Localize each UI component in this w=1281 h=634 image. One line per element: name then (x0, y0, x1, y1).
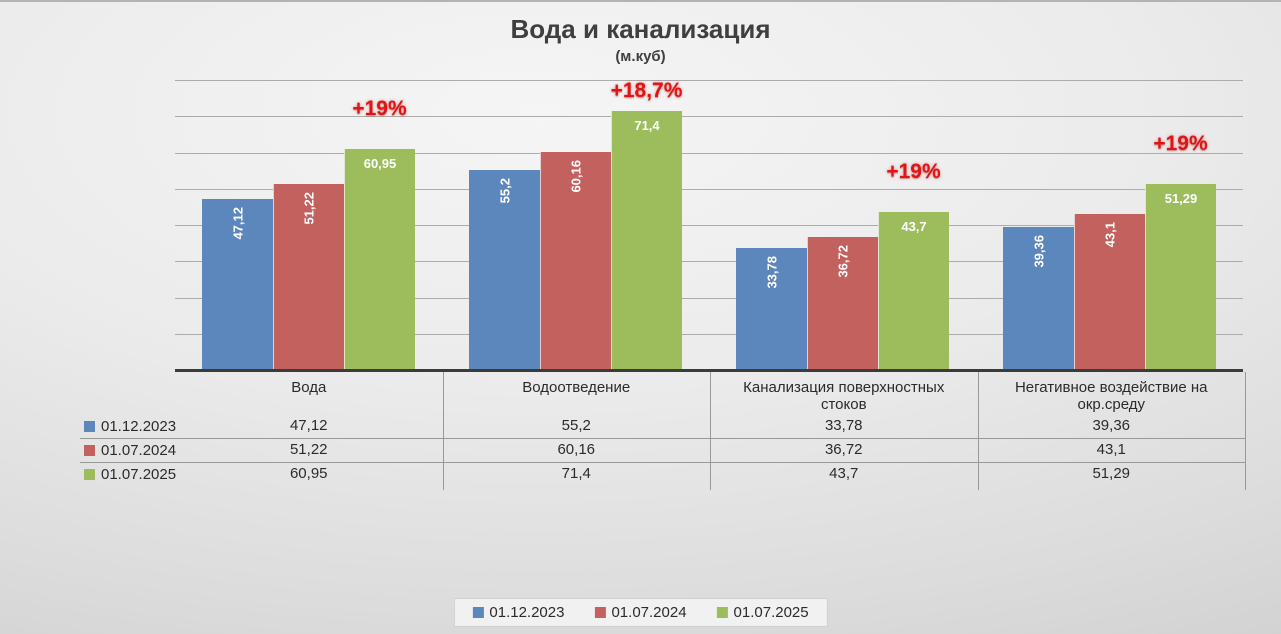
table-header-cell-1: Водоотведение (443, 372, 711, 414)
table-column-separator-1 (443, 372, 444, 490)
table-header-text: Негативное воздействие на окр.среду (1014, 379, 1208, 413)
bar-01.07.2024-c0: 51,22 (273, 184, 344, 370)
table-value-cell-r0-c2: 33,78 (824, 417, 863, 434)
table-value-cell-r2-c0: 60,95 (289, 465, 328, 482)
bar-value-label: 51,29 (1164, 191, 1198, 207)
gridline-30 (175, 261, 1243, 263)
bar-01.07.2024-c1: 60,16 (540, 151, 611, 370)
gridline-20 (175, 297, 1243, 299)
bar-01.07.2024-c3: 43,1 (1074, 213, 1145, 370)
gridline-60 (175, 152, 1243, 154)
legend: 01.12.2023 01.07.2024 01.07.2025 (453, 598, 828, 627)
bar-01.07.2025-c1: 71,4 (611, 111, 682, 370)
table-row-label-1: 01.07.2024 (84, 438, 176, 462)
slide-top-edge (0, 0, 1281, 2)
table-header-text: Канализация поверхностных стоков (743, 379, 945, 413)
legend-label: 01.07.2025 (733, 604, 809, 621)
series-name-label: 01.07.2025 (101, 465, 177, 483)
chart-title: Вода и канализация (510, 14, 771, 44)
series-swatch-2 (84, 468, 95, 480)
bar-value-label: 33,78 (764, 255, 779, 289)
bar-value-label: 60,16 (568, 159, 584, 193)
growth-annotation-c2: +19% (886, 159, 941, 183)
series-swatch-1 (84, 444, 95, 456)
bar-01.12.2023-c1: 55,2 (469, 169, 540, 370)
bar-01.07.2024-c2: 36,72 (807, 236, 878, 370)
series-name-label: 01.07.2024 (101, 441, 177, 459)
legend-label: 01.12.2023 (489, 604, 565, 621)
gridline-10 (175, 333, 1243, 335)
legend-swatch-1 (594, 607, 606, 618)
table-column-separator-3 (978, 372, 979, 490)
bar-01.12.2023-c2: 33,78 (736, 247, 807, 370)
bar-value-label: 55,2 (497, 177, 512, 204)
series-swatch-0 (84, 420, 95, 432)
bar-value-label: 51,22 (301, 192, 317, 225)
plot-area: 47,12 51,22 60,95 55,2 60,16 71,4 33,78 36,72 43… (175, 79, 1243, 372)
bar-01.07.2025-c0: 60,95 (344, 149, 415, 370)
table-value-cell-r2-c2: 43,7 (829, 465, 859, 482)
table-value-cell-r1-c3: 43,1 (1096, 441, 1126, 458)
gridline-50 (175, 188, 1243, 190)
growth-annotation-c1: +18,7% (610, 79, 683, 103)
bar-value-label: 71,4 (634, 118, 660, 134)
table-row-label-2: 01.07.2025 (84, 462, 176, 486)
x-axis-baseline (175, 369, 1243, 372)
table-row-separator-2 (80, 462, 1245, 463)
legend-label: 01.07.2024 (611, 604, 687, 621)
legend-item-01.12.2023: 01.12.2023 (472, 604, 564, 621)
table-value-cell-r1-c2: 36,72 (824, 441, 863, 458)
bar-value-label: 39,36 (1031, 235, 1046, 268)
table-header-cell-2: Канализация поверхностных стоков (710, 372, 978, 414)
chart-subtitle: (м.куб) (615, 48, 666, 65)
table-header-text: Вода (291, 379, 327, 396)
gridline-70 (175, 116, 1243, 118)
table-header-cell-3: Негативное воздействие на окр.среду (978, 372, 1246, 414)
table-header-cell-0: Вода (175, 372, 443, 414)
bar-value-label: 60,95 (363, 156, 397, 172)
growth-annotation-c3: +19% (1153, 132, 1208, 156)
legend-item-01.07.2024: 01.07.2024 (594, 604, 687, 621)
table-value-cell-r1-c1: 60,16 (557, 441, 596, 458)
bar-01.07.2025-c3: 51,29 (1145, 184, 1216, 370)
legend-swatch-0 (472, 607, 484, 618)
table-value-cell-r0-c0: 47,12 (289, 417, 328, 434)
table-value-cell-r0-c1: 55,2 (561, 417, 591, 434)
series-name-label: 01.12.2023 (101, 417, 177, 435)
bar-value-label: 43,7 (901, 218, 927, 234)
gridline-80 (175, 80, 1243, 81)
bar-01.12.2023-c0: 47,12 (202, 199, 273, 370)
table-value-cell-r2-c3: 51,29 (1092, 465, 1131, 482)
table-column-separator-4 (1245, 372, 1246, 490)
bar-value-label: 36,72 (835, 244, 851, 278)
table-header-text: Водоотведение (522, 379, 631, 396)
legend-item-01.07.2025: 01.07.2025 (716, 604, 809, 621)
table-column-separator-2 (710, 372, 711, 490)
table-row-separator-1 (80, 438, 1245, 439)
bar-value-label: 43,1 (1102, 221, 1118, 248)
bar-01.12.2023-c3: 39,36 (1003, 227, 1074, 370)
bar-01.07.2025-c2: 43,7 (878, 211, 949, 370)
table-value-cell-r1-c0: 51,22 (289, 441, 328, 458)
legend-swatch-2 (716, 607, 728, 618)
growth-annotation-c0: +19% (352, 97, 407, 121)
table-value-cell-r2-c1: 71,4 (561, 465, 591, 482)
table-row-label-0: 01.12.2023 (84, 414, 176, 438)
gridline-40 (175, 225, 1243, 226)
bar-value-label: 47,12 (230, 207, 245, 240)
table-value-cell-r0-c3: 39,36 (1092, 417, 1131, 434)
